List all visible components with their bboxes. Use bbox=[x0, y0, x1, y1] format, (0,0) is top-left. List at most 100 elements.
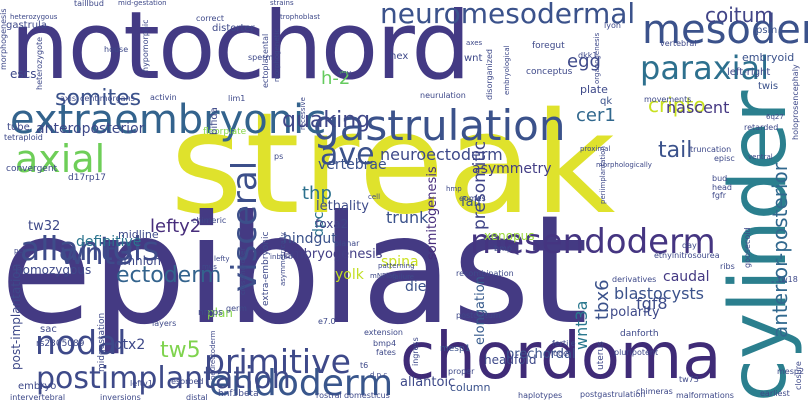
word-eomes: eomes bbox=[459, 194, 486, 203]
word-somites: somites bbox=[55, 86, 142, 111]
word-ribs: ribs bbox=[720, 262, 735, 271]
word-organogenesis: organogenesis bbox=[593, 32, 601, 84]
word-convergent: convergent bbox=[6, 164, 58, 174]
word-nascent: nascent bbox=[666, 98, 730, 117]
word-correct: correct bbox=[196, 14, 225, 23]
word-movements: movements bbox=[644, 95, 692, 104]
word-epiblast: epiblast bbox=[0, 184, 588, 358]
word-allantoic: allantoic bbox=[400, 375, 456, 390]
word-embryoid: embryoid bbox=[742, 51, 795, 64]
word-e7.0: e7.0 bbox=[318, 317, 336, 326]
word-extension: extension bbox=[364, 328, 403, 337]
word-axes: axes bbox=[466, 39, 483, 47]
word-mesoderm: mesoderm bbox=[642, 7, 808, 53]
word-asymmetry: asymmetry bbox=[472, 161, 552, 177]
word-rostral: rostral bbox=[316, 391, 342, 400]
word-head: head bbox=[712, 183, 732, 192]
word-ps: ps bbox=[274, 152, 284, 161]
word-nmps: nmps bbox=[198, 308, 223, 318]
word-hmp: hmp bbox=[446, 185, 462, 193]
word-mesp2: mesp2 bbox=[777, 367, 805, 376]
word-fgfr: fgfr bbox=[712, 191, 726, 200]
word-ethylnitrosourea: ethylnitrosourea bbox=[654, 251, 720, 260]
word-distorter: distorter bbox=[212, 23, 255, 34]
word-wnt3a: wnt3a bbox=[572, 300, 591, 350]
word-foxa2: foxa2 bbox=[315, 217, 349, 231]
word-wnt3: wnt3 bbox=[60, 237, 135, 272]
word-crossing-over: crossing-over bbox=[239, 247, 247, 295]
word-chimeras: chimeras bbox=[636, 387, 673, 396]
word-sac: sac bbox=[40, 324, 57, 335]
word-lefty2: lefty2 bbox=[150, 216, 202, 237]
word-vertebrae: vertebrae bbox=[318, 157, 387, 173]
word-fertile: fertile bbox=[552, 339, 576, 348]
word-sperm: sperm bbox=[248, 53, 274, 62]
word-embryogenesis: embryogenesis bbox=[283, 247, 383, 262]
word-neurulation: neurulation bbox=[420, 91, 466, 100]
word-lefty: lefty bbox=[214, 255, 230, 263]
word-dkk1: dkk1 bbox=[578, 51, 598, 60]
word-mid-gestation: mid-gestation bbox=[118, 0, 167, 7]
word-anteroposterior: anteroposterior bbox=[36, 121, 145, 137]
word-periimplantation: periimplantation bbox=[599, 146, 607, 204]
word-trunk: trunk bbox=[386, 208, 429, 227]
word-prechordal: prechordal bbox=[506, 347, 576, 362]
word-chimeric: chimeric bbox=[192, 216, 227, 225]
word-plan: plan bbox=[207, 306, 233, 320]
word-centimorgans: centimorgans bbox=[80, 94, 135, 103]
word-strains: strains bbox=[270, 0, 294, 7]
word-tetraploid: tetraploid bbox=[4, 133, 43, 142]
word-node: node bbox=[548, 349, 568, 358]
word-danforth: danforth bbox=[620, 329, 659, 339]
word-definitive: definitive bbox=[76, 234, 142, 250]
word-inversions: inversions bbox=[100, 393, 141, 402]
word-postcoitum: postcoitum bbox=[456, 311, 501, 320]
word-closure: closure bbox=[794, 361, 803, 390]
word-malformations: malformations bbox=[676, 391, 734, 400]
word-notochord: notochord bbox=[10, 0, 471, 101]
word-d.p.c: d.p.c bbox=[370, 371, 388, 379]
word-bmp: bmp bbox=[494, 244, 512, 253]
word-ave: ave bbox=[320, 137, 375, 172]
word-t6: t6 bbox=[360, 361, 369, 370]
word-bifida: bifida bbox=[209, 107, 220, 135]
word-activin: activin bbox=[150, 93, 177, 102]
word-postgastrulation: postgastrulation bbox=[580, 390, 646, 399]
word-uterus: uterus bbox=[596, 341, 606, 370]
word-morphologically: morphologically bbox=[596, 161, 652, 169]
word-planar: planar bbox=[334, 239, 360, 248]
word-inbred: inbred bbox=[270, 253, 293, 261]
word-fail: fail bbox=[461, 195, 481, 210]
word-morphogenetic: morphogenetic bbox=[273, 28, 281, 82]
word-post-implantation: post-implantation bbox=[9, 263, 23, 370]
word-hex: hex bbox=[390, 51, 409, 62]
word-conceptus: conceptus bbox=[526, 67, 573, 77]
word-foregut: foregut bbox=[532, 41, 565, 51]
word-lefty1: lefty1 bbox=[130, 379, 153, 388]
word-ventral: ventral bbox=[748, 153, 773, 161]
word-wnt: wnt bbox=[464, 53, 483, 64]
word-layers: layers bbox=[152, 319, 177, 328]
word-hindgut: hindgut bbox=[283, 231, 337, 247]
word-proximal: proximal bbox=[580, 145, 611, 153]
word-embryo: embryo bbox=[18, 381, 57, 392]
word-axis: axis bbox=[60, 94, 77, 103]
word-hnf3beta: hnf3beta bbox=[218, 389, 259, 399]
word-neuromesodermal: neuromesodermal bbox=[380, 0, 636, 30]
word-domesticus: domesticus bbox=[344, 391, 390, 400]
word-homozygous: homozygous bbox=[15, 263, 92, 277]
word-holoprosencephaly: holoprosencephaly bbox=[791, 64, 800, 140]
word-vertebral: vertebral bbox=[660, 39, 697, 48]
word-recombination: recombination bbox=[456, 269, 514, 278]
word-neurectoderm: neurectoderm bbox=[209, 330, 217, 380]
word-pluripotent: pluripotent bbox=[614, 348, 659, 357]
word-midgestation: midgestation bbox=[97, 312, 107, 372]
word-house: house bbox=[104, 45, 129, 54]
word-lethality: lethality bbox=[316, 199, 369, 214]
word-quaking: quaking bbox=[282, 108, 371, 133]
word-derivatives: derivatives bbox=[612, 275, 657, 284]
word-ectoderm: ectoderm bbox=[116, 263, 222, 288]
word-thp: thp bbox=[302, 183, 332, 204]
word-gastrula: gastrula bbox=[6, 20, 47, 31]
word-yolk: yolk bbox=[335, 267, 364, 283]
